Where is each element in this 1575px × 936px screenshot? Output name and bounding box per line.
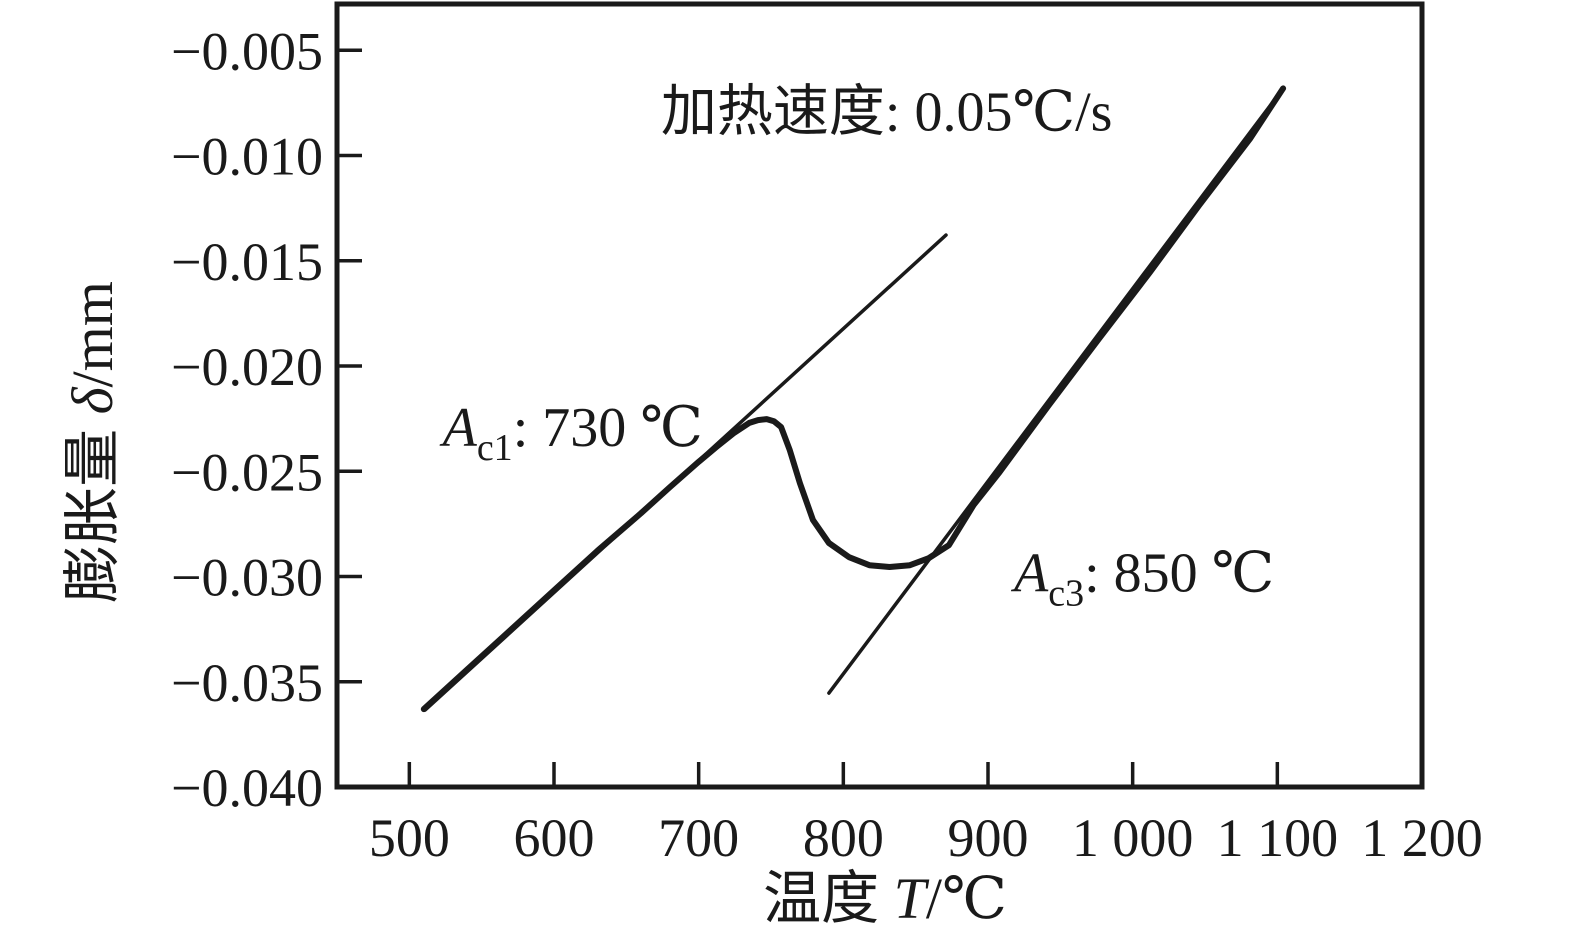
ac1-label: Ac1: 730 ℃ [439,397,703,469]
x-tick-label-1200: 1 200 [1361,808,1483,868]
x-tick-label-900: 900 [948,808,1029,868]
x-axis-label: 温度 T/℃ [763,866,1007,931]
x-tick-label-700: 700 [658,808,739,868]
y-tick-label-40: −0.040 [171,758,323,818]
y-tick-label-30: −0.030 [171,548,323,608]
y-tick-label-20: −0.020 [171,337,323,397]
y-axis-label: 膨胀量 δ/mm [60,281,125,603]
y-tick-label-25: −0.025 [171,442,323,502]
y-tick-label-35: −0.035 [171,653,323,713]
y-tick-label-10: −0.010 [171,127,323,187]
ac1-tangent-line [423,233,948,712]
x-tick-label-1100: 1 100 [1217,808,1339,868]
x-tick-label-1000: 1 000 [1072,808,1194,868]
y-tick-label-5: −0.005 [171,21,323,81]
ac3-label: Ac3: 850 ℃ [1010,542,1274,614]
x-tick-label-500: 500 [369,808,450,868]
x-tick-label-800: 800 [803,808,884,868]
plot-border [334,1,1425,790]
ac3-tangent-line [827,86,1285,695]
y-tick-label-15: −0.015 [171,232,323,292]
heating-rate-label: 加热速度: 0.05℃/s [661,81,1113,143]
x-tick-label-600: 600 [514,808,595,868]
